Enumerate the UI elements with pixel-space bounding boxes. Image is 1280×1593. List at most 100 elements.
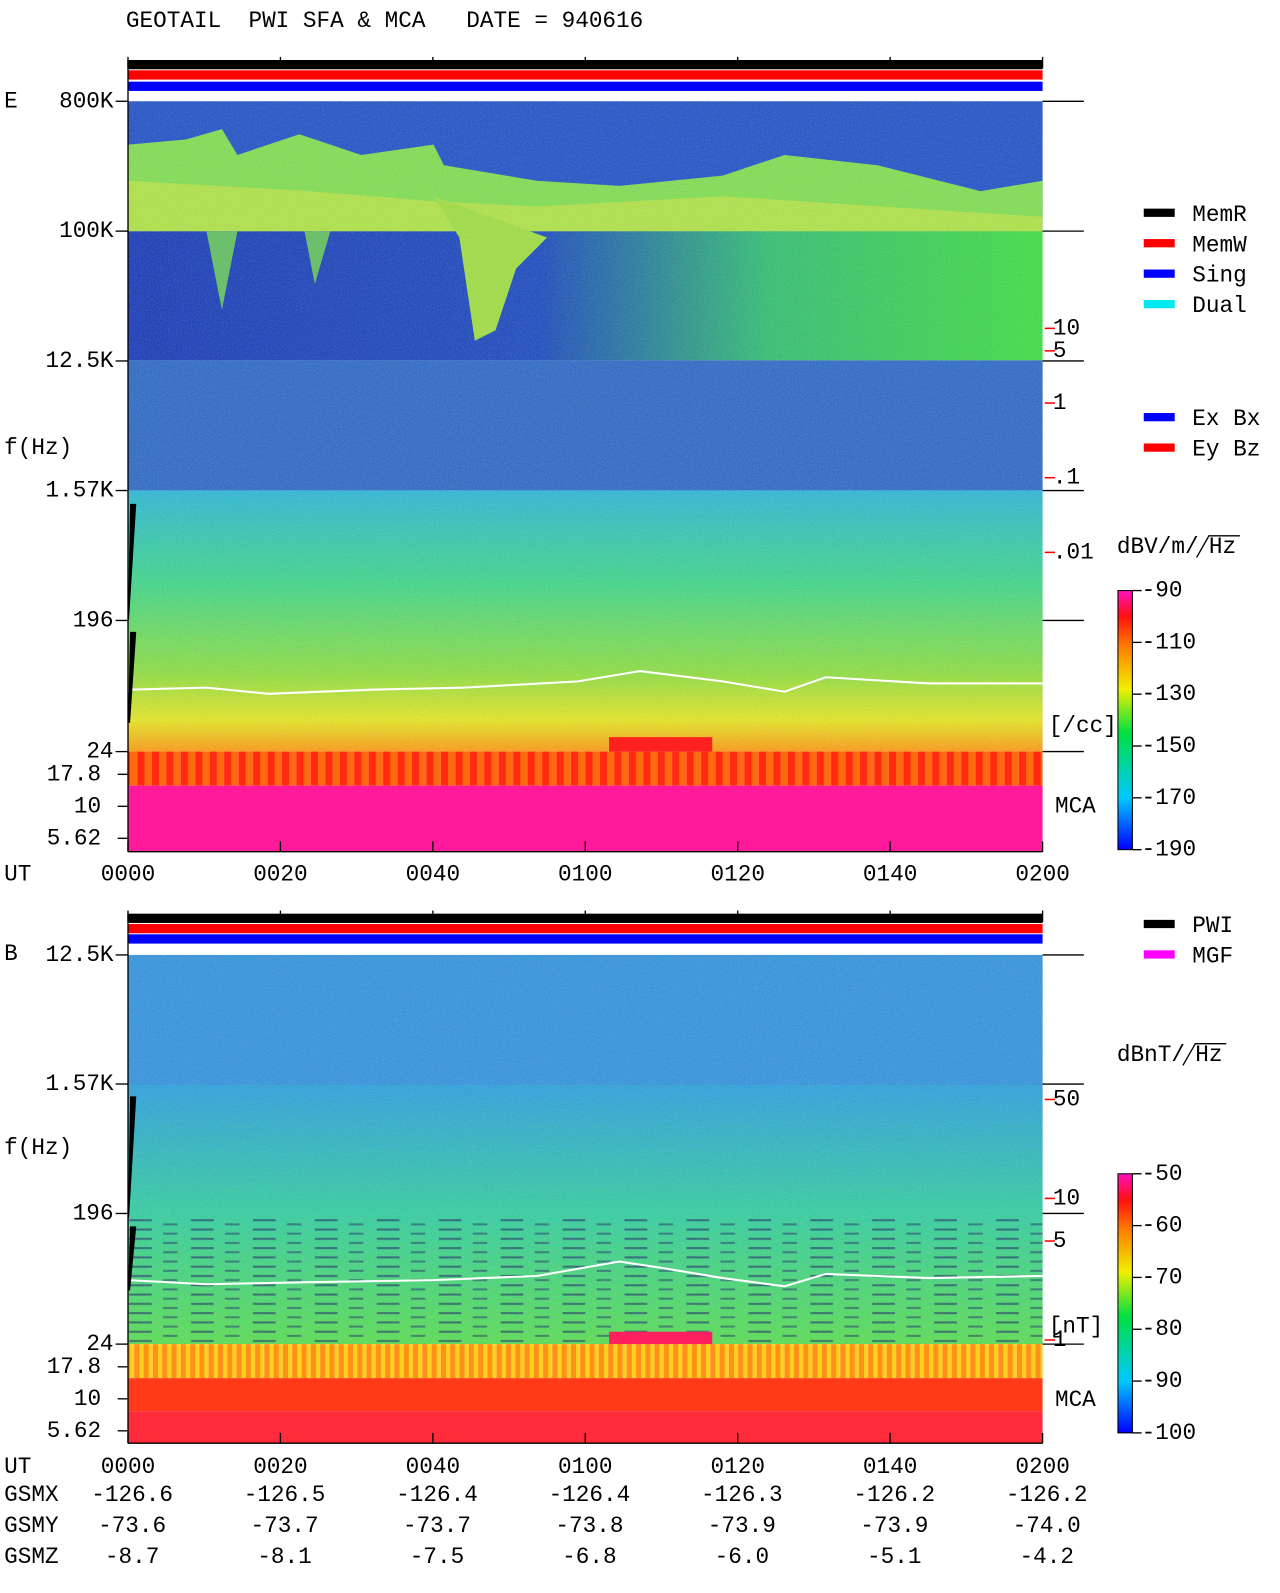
legend-swatch xyxy=(1143,919,1175,929)
colorbar-tick-label: -150 xyxy=(1142,733,1196,759)
x-tick-label: 0040 xyxy=(406,1454,460,1480)
y-tick-label: 1.57K xyxy=(45,1071,113,1097)
mca-label: MCA xyxy=(1055,1387,1096,1413)
y2-tick-label: 5 xyxy=(1053,1228,1067,1254)
x-tick-label: 0140 xyxy=(863,1454,917,1480)
legend-swatch xyxy=(1143,950,1175,959)
y-tick-label: 12.5K xyxy=(45,942,113,968)
legend-label: PWI xyxy=(1192,913,1233,939)
y-tick-label: 24 xyxy=(86,1331,113,1357)
orbit-row-label: GSMY xyxy=(4,1513,59,1539)
y2-tick-label: 5 xyxy=(1053,338,1067,364)
orbit-value: -73.7 xyxy=(251,1513,319,1539)
panel-label: E xyxy=(4,88,18,114)
orbit-value: -126.5 xyxy=(244,1482,326,1508)
mca-tick-label: 17.8 xyxy=(47,1354,101,1380)
orbit-value: -6.8 xyxy=(562,1544,616,1570)
orbit-value: -126.6 xyxy=(91,1482,173,1508)
x-axis-label: UT xyxy=(4,861,31,887)
legend-swatch xyxy=(1143,299,1175,309)
mca-label: MCA xyxy=(1055,793,1096,819)
y2-axis-label: [/cc] xyxy=(1049,713,1117,739)
orbit-value: -4.2 xyxy=(1019,1544,1073,1570)
legend-swatch xyxy=(1143,208,1175,217)
b-spectrogram xyxy=(127,954,1043,1444)
orbit-value: -73.9 xyxy=(860,1513,928,1539)
colorbar-tick-label: -60 xyxy=(1142,1213,1183,1239)
legend-label: Sing xyxy=(1192,263,1246,289)
x-tick-label: 0200 xyxy=(1015,861,1069,887)
y-tick-label: 196 xyxy=(73,1200,114,1226)
y2-tick-label: .01 xyxy=(1053,539,1094,565)
root-sign xyxy=(1182,1043,1227,1066)
x-tick-label: 0120 xyxy=(710,861,764,887)
y-tick-label: 1.57K xyxy=(45,478,113,504)
x-tick-label: 0020 xyxy=(253,1454,307,1480)
legend-label: MGF xyxy=(1192,944,1233,970)
colorbar-tick-label: -100 xyxy=(1142,1420,1196,1446)
orbit-value: -126.2 xyxy=(1006,1482,1088,1508)
colorbar-tick-label: -170 xyxy=(1142,785,1196,811)
y2-tick-label: 1 xyxy=(1053,1327,1067,1353)
colorbar-tick-label: -90 xyxy=(1142,578,1183,604)
x-tick-label: 0040 xyxy=(406,861,460,887)
colorbar-tick-label: -110 xyxy=(1142,629,1196,655)
orbit-value: -74.0 xyxy=(1013,1513,1081,1539)
legend-swatch xyxy=(1143,413,1175,422)
colorbar-label-root: Hz xyxy=(1195,1042,1222,1068)
orbit-value: -8.1 xyxy=(257,1544,311,1570)
colorbar xyxy=(1117,590,1133,851)
colorbar-label-root: Hz xyxy=(1209,534,1236,560)
legend-label: MemW xyxy=(1192,232,1247,258)
y-axis-label: f(Hz) xyxy=(4,435,72,461)
y2-tick-label: 50 xyxy=(1053,1086,1080,1112)
x-tick-label: 0000 xyxy=(101,1454,155,1480)
orbit-value: -73.8 xyxy=(555,1513,623,1539)
orbit-row-label: GSMZ xyxy=(4,1544,58,1570)
x-axis-label: UT xyxy=(4,1454,31,1480)
colorbar-tick-label: -80 xyxy=(1142,1316,1183,1342)
orbit-value: -8.7 xyxy=(105,1544,159,1570)
x-tick-label: 0000 xyxy=(101,861,155,887)
orbit-value: -126.4 xyxy=(396,1482,478,1508)
orbit-value: -73.6 xyxy=(98,1513,166,1539)
x-tick-label: 0200 xyxy=(1015,1454,1069,1480)
y2-tick-label: 10 xyxy=(1053,1185,1080,1211)
y-axis-label: f(Hz) xyxy=(4,1135,72,1161)
mca-tick-label: 10 xyxy=(74,1386,101,1412)
orbit-value: -126.3 xyxy=(701,1482,783,1508)
orbit-value: -126.2 xyxy=(853,1482,935,1508)
y-tick-label: 196 xyxy=(73,607,114,633)
legend-swatch xyxy=(1143,443,1175,452)
colorbar-tick-label: -90 xyxy=(1142,1368,1183,1394)
colorbar-label: dBnT/ xyxy=(1117,1042,1185,1068)
mca-tick-label: 5.62 xyxy=(47,1418,101,1444)
colorbar-tick-label: -50 xyxy=(1142,1161,1183,1187)
chart-title: GEOTAIL PWI SFA & MCA DATE = 940616 xyxy=(126,8,643,34)
orbit-value: -126.4 xyxy=(549,1482,631,1508)
y2-tick-label: 10 xyxy=(1053,315,1080,341)
x-tick-label: 0100 xyxy=(558,1454,612,1480)
colorbar-tick-label: -70 xyxy=(1142,1264,1183,1290)
legend-label: Ey Bz xyxy=(1192,437,1260,463)
x-tick-label: 0140 xyxy=(863,861,917,887)
panel-label: B xyxy=(4,941,18,967)
legend-label: Dual xyxy=(1192,293,1246,319)
colorbar xyxy=(1117,1173,1133,1434)
colorbar-tick-label: -190 xyxy=(1142,837,1196,863)
y-tick-label: 12.5K xyxy=(45,348,113,374)
root-sign xyxy=(1195,535,1240,558)
legend-swatch xyxy=(1143,269,1175,278)
y2-axis-label: [nT] xyxy=(1049,1314,1103,1340)
legend-swatch xyxy=(1143,239,1175,248)
x-tick-label: 0020 xyxy=(253,861,307,887)
colorbar-label: dBV/m/ xyxy=(1117,534,1199,560)
y-tick-label: 24 xyxy=(86,739,113,765)
mca-tick-label: 10 xyxy=(74,793,101,819)
y2-tick-label: 1 xyxy=(1053,390,1067,416)
x-tick-label: 0120 xyxy=(710,1454,764,1480)
mca-tick-label: 5.62 xyxy=(47,825,101,851)
e-spectrogram xyxy=(127,101,1043,852)
orbit-value: -7.5 xyxy=(410,1544,464,1570)
